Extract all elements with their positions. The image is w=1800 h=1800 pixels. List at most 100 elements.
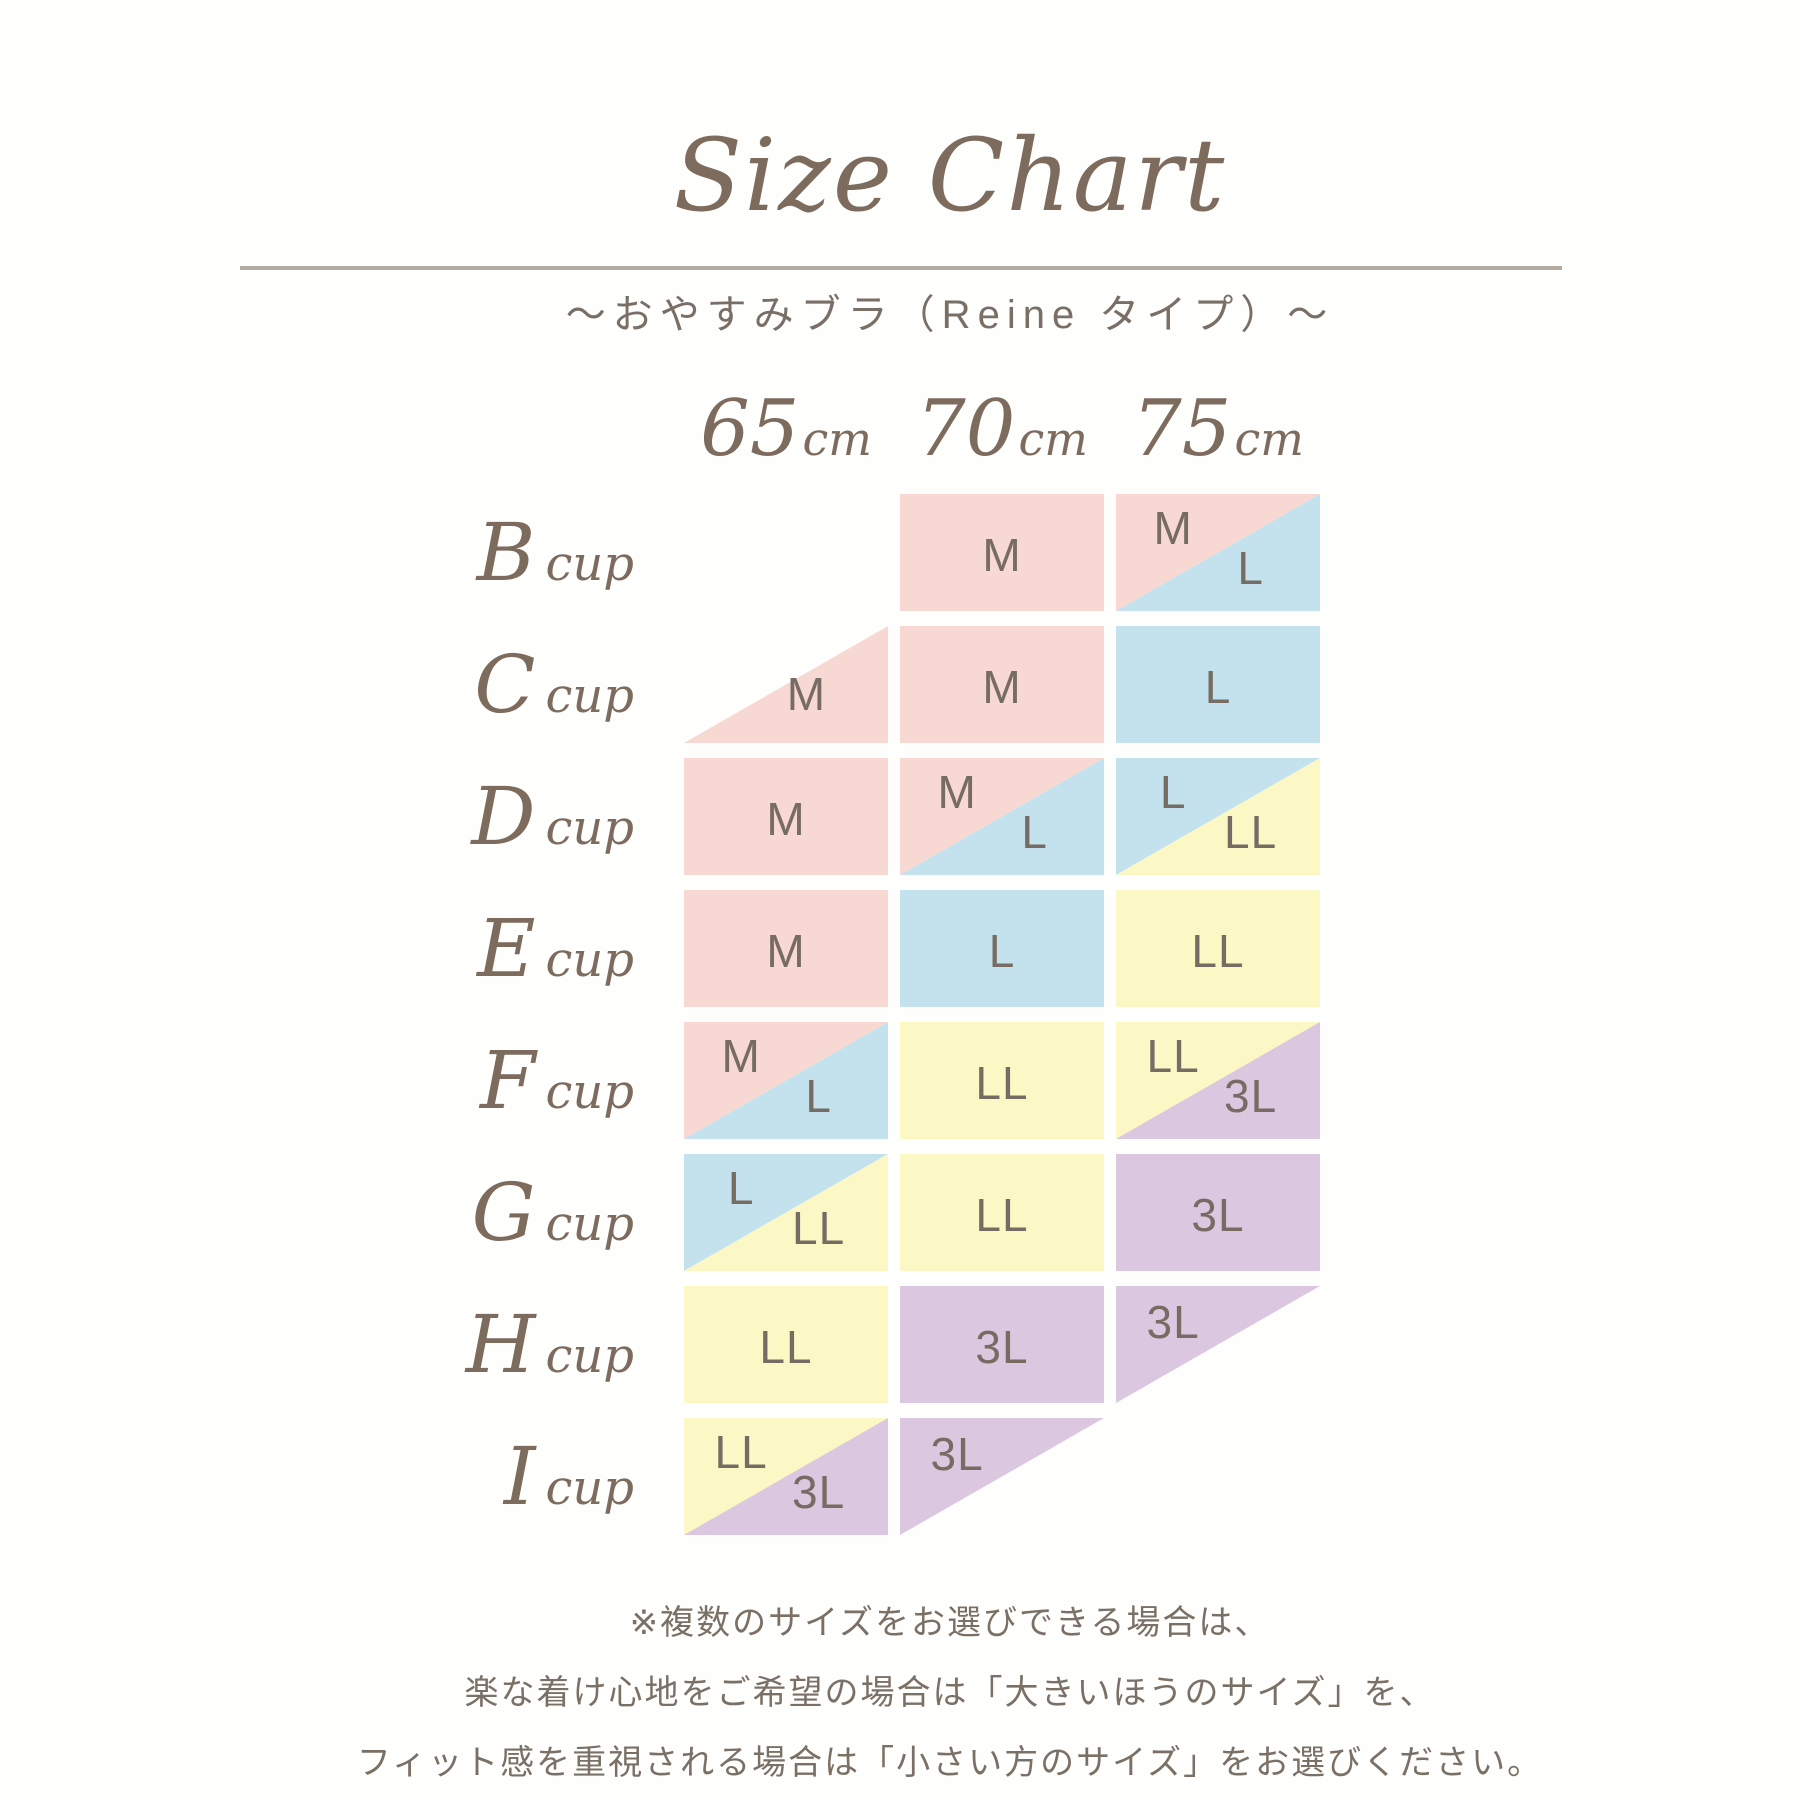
cup-letter: I bbox=[503, 1429, 536, 1523]
subtitle: 〜おやすみブラ（Reine タイプ）〜 bbox=[565, 293, 1335, 337]
cup-word: cup bbox=[545, 1459, 634, 1516]
footnote-line-3: フィット感を重視される場合は「小さい方のサイズ」をお選びください。 bbox=[356, 1744, 1544, 1782]
footnote-line-1: ※複数のサイズをお選びできる場合は、 bbox=[629, 1604, 1271, 1642]
cell-F-70cm: LL bbox=[900, 1022, 1104, 1139]
cell-fill bbox=[1116, 890, 1320, 1007]
size-label-3L: 3L bbox=[1146, 1296, 1200, 1349]
size-label-L: L bbox=[805, 1069, 832, 1122]
size-label-M: M bbox=[937, 765, 977, 818]
size-label-LL: LL bbox=[792, 1201, 846, 1254]
size-label-L: L bbox=[1204, 660, 1232, 713]
column-header-70cm: 70 cm bbox=[916, 390, 1088, 468]
size-label-L: L bbox=[1159, 765, 1187, 818]
cell-fill bbox=[900, 1286, 1104, 1403]
cell-C-65cm: M bbox=[684, 626, 888, 743]
cell-fill bbox=[1116, 626, 1320, 743]
size-label-M: M bbox=[1153, 501, 1193, 554]
cell-G-65cm: L LL bbox=[684, 1154, 888, 1271]
cup-letter: H bbox=[465, 1297, 536, 1391]
band-size-unit: cm bbox=[1018, 412, 1088, 466]
size-label-L: L bbox=[1237, 541, 1264, 594]
cup-word: cup bbox=[545, 799, 634, 856]
band-size-number: 70 bbox=[916, 384, 1016, 474]
size-label-LL: LL bbox=[714, 1425, 768, 1478]
size-label-3L: 3L bbox=[975, 1320, 1029, 1373]
size-label-M: M bbox=[766, 924, 806, 977]
footnote-line-2: 楽な着け心地をご希望の場合は「大きいほうのサイズ」を、 bbox=[464, 1674, 1436, 1712]
size-label-L: L bbox=[1021, 805, 1048, 858]
cell-fill bbox=[684, 890, 888, 1007]
size-label-M: M bbox=[721, 1029, 761, 1082]
size-label-LL: LL bbox=[1146, 1029, 1200, 1082]
cell-F-75cm: LL 3L bbox=[1116, 1022, 1320, 1139]
cell-D-65cm: M bbox=[684, 758, 888, 875]
cup-word: cup bbox=[545, 535, 634, 592]
cell-G-75cm: 3L bbox=[1116, 1154, 1320, 1271]
cup-letter: G bbox=[471, 1165, 536, 1259]
size-label-L: L bbox=[988, 924, 1016, 977]
cell-fill bbox=[900, 890, 1104, 1007]
size-label-LL: LL bbox=[759, 1320, 813, 1373]
cup-letter: E bbox=[477, 901, 536, 995]
size-label-3L: 3L bbox=[1191, 1188, 1245, 1241]
cell-B-70cm: M bbox=[900, 494, 1104, 611]
cup-letter: C bbox=[474, 637, 536, 731]
cell-fill bbox=[900, 1154, 1104, 1271]
size-label-LL: LL bbox=[1191, 924, 1245, 977]
title-divider-line bbox=[240, 266, 1562, 270]
cup-word: cup bbox=[545, 931, 634, 988]
cell-G-70cm: LL bbox=[900, 1154, 1104, 1271]
band-size-number: 75 bbox=[1132, 384, 1232, 474]
cell-C-75cm: L bbox=[1116, 626, 1320, 743]
size-label-M: M bbox=[982, 528, 1022, 581]
cell-fill bbox=[900, 494, 1104, 611]
size-label-M: M bbox=[786, 667, 827, 720]
cell-E-65cm: M bbox=[684, 890, 888, 1007]
band-size-number: 65 bbox=[700, 384, 800, 474]
cup-word: cup bbox=[545, 1327, 634, 1384]
cell-fill bbox=[684, 758, 888, 875]
cell-E-70cm: L bbox=[900, 890, 1104, 1007]
cell-I-70cm: 3L bbox=[900, 1418, 1104, 1535]
cup-word: cup bbox=[545, 667, 634, 724]
cell-I-65cm: LL 3L bbox=[684, 1418, 888, 1535]
cell-D-75cm: L LL bbox=[1116, 758, 1320, 875]
footnote: ※複数のサイズをお選びできる場合は、 楽な着け心地をご希望の場合は「大きいほうの… bbox=[100, 1588, 1800, 1798]
size-label-M: M bbox=[982, 660, 1022, 713]
cup-letter: D bbox=[471, 769, 536, 863]
column-header-65cm: 65 cm bbox=[700, 390, 872, 468]
size-label-LL: LL bbox=[1224, 805, 1278, 858]
cell-C-70cm: M bbox=[900, 626, 1104, 743]
cup-word: cup bbox=[545, 1195, 634, 1252]
cell-fill bbox=[900, 626, 1104, 743]
cell-fill bbox=[1116, 1154, 1320, 1271]
cell-fill bbox=[900, 1022, 1104, 1139]
size-label-3L: 3L bbox=[930, 1428, 984, 1481]
cup-letter: F bbox=[479, 1033, 536, 1127]
cell-H-65cm: LL bbox=[684, 1286, 888, 1403]
cup-word: cup bbox=[545, 1063, 634, 1120]
page-title: Size Chart bbox=[673, 117, 1227, 234]
band-size-unit: cm bbox=[1234, 412, 1304, 466]
cell-fill bbox=[684, 1286, 888, 1403]
band-size-unit: cm bbox=[802, 412, 872, 466]
cell-H-75cm: 3L bbox=[1116, 1286, 1320, 1403]
cup-letter: B bbox=[476, 505, 536, 599]
size-label-M: M bbox=[766, 792, 806, 845]
